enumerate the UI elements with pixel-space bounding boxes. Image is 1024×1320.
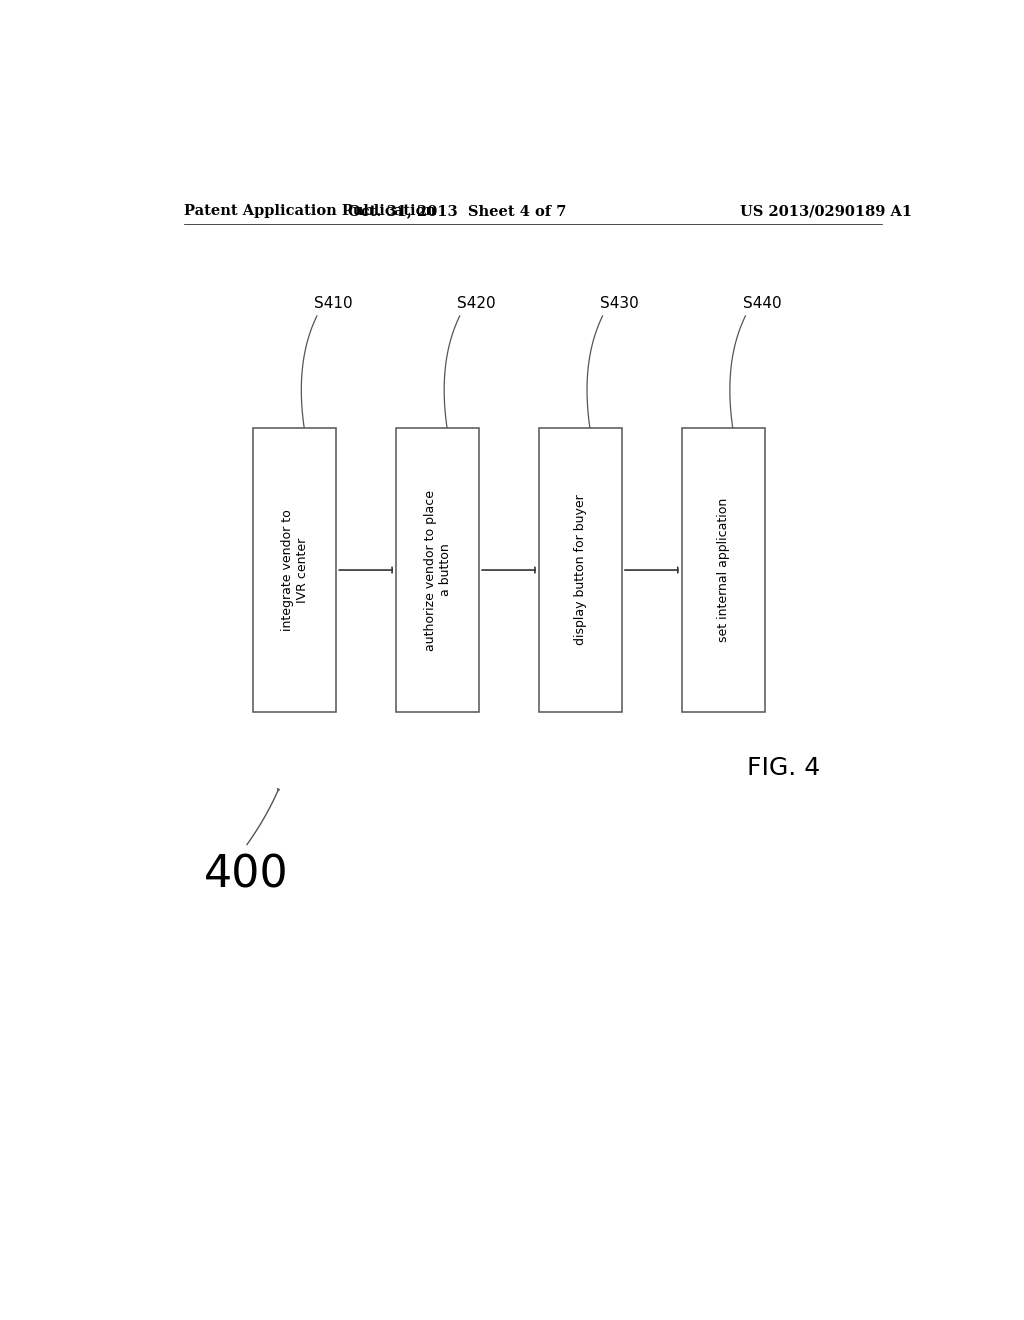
Text: display button for buyer: display button for buyer — [573, 495, 587, 645]
Bar — [539, 428, 622, 713]
Text: integrate vendor to
IVR center: integrate vendor to IVR center — [281, 510, 308, 631]
Text: set internal application: set internal application — [717, 498, 730, 642]
Bar — [682, 428, 765, 713]
Text: Oct. 31, 2013  Sheet 4 of 7: Oct. 31, 2013 Sheet 4 of 7 — [348, 205, 566, 218]
Text: S420: S420 — [458, 296, 496, 312]
Text: authorize vendor to place
a button: authorize vendor to place a button — [424, 490, 452, 651]
Text: S430: S430 — [600, 296, 639, 312]
Bar — [253, 428, 336, 713]
Bar — [396, 428, 479, 713]
Text: S410: S410 — [314, 296, 353, 312]
Text: S440: S440 — [743, 296, 781, 312]
Text: FIG. 4: FIG. 4 — [748, 756, 820, 780]
Text: Patent Application Publication: Patent Application Publication — [183, 205, 435, 218]
Text: US 2013/0290189 A1: US 2013/0290189 A1 — [740, 205, 912, 218]
Text: 400: 400 — [204, 854, 288, 896]
